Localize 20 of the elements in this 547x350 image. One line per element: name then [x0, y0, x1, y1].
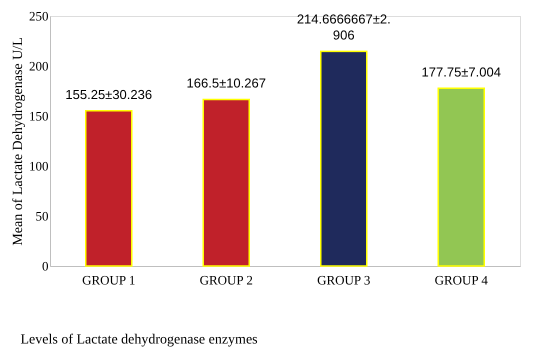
x-axis-title: Levels of Lactate dehydrogenase enzymes	[20, 332, 258, 348]
y-tick-label: 100	[29, 158, 48, 174]
bar	[202, 98, 250, 267]
bar	[85, 110, 132, 267]
x-tick-label: GROUP 1	[82, 272, 136, 288]
data-label: 214.6666667±2.906	[296, 11, 391, 42]
y-axis-title: Mean of Lactate Dehydrogenase U/L	[11, 37, 26, 246]
y-tick-label: 150	[29, 108, 48, 124]
y-tick-label: 250	[29, 8, 48, 24]
y-tick-label: 200	[29, 58, 48, 74]
y-tick-label: 50	[36, 208, 48, 224]
data-label: 177.75±7.004	[422, 64, 501, 80]
x-tick-label: GROUP 4	[434, 272, 488, 288]
y-tick-label: 0	[42, 258, 48, 274]
data-label: 155.25±30.236	[65, 86, 152, 102]
x-tick-label: GROUP 2	[200, 272, 253, 288]
bar	[320, 50, 368, 267]
x-tick-label: GROUP 3	[317, 272, 370, 288]
data-label: 166.5±10.267	[186, 76, 266, 90]
bar	[438, 88, 485, 267]
